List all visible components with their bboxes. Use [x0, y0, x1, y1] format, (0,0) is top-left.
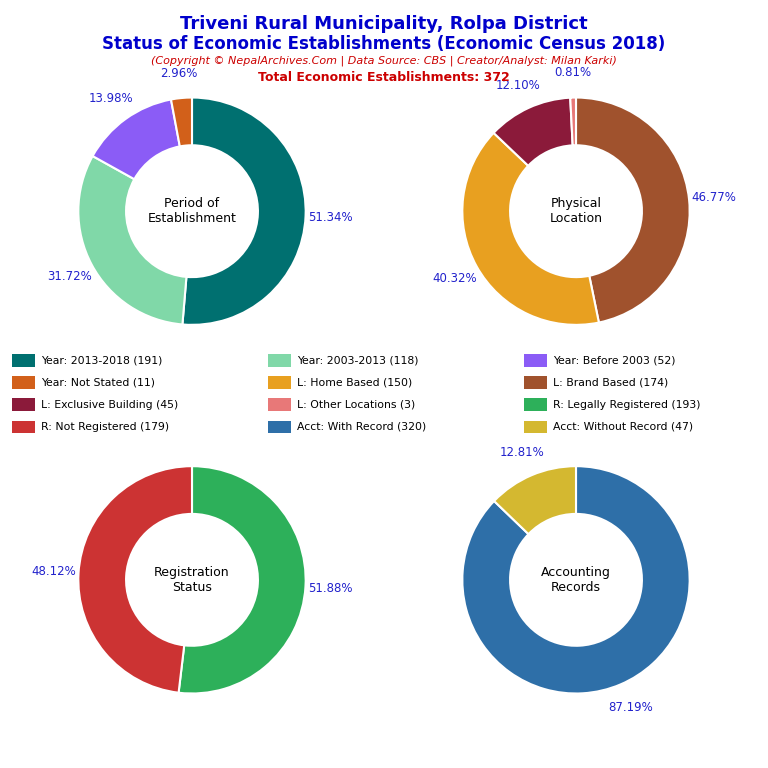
- FancyBboxPatch shape: [267, 399, 290, 411]
- Text: L: Home Based (150): L: Home Based (150): [296, 378, 412, 388]
- Text: Physical
Location: Physical Location: [549, 197, 603, 225]
- Wedge shape: [462, 133, 599, 325]
- Wedge shape: [171, 98, 192, 147]
- Text: Period of
Establishment: Period of Establishment: [147, 197, 237, 225]
- Text: (Copyright © NepalArchives.Com | Data Source: CBS | Creator/Analyst: Milan Karki: (Copyright © NepalArchives.Com | Data So…: [151, 55, 617, 66]
- FancyBboxPatch shape: [12, 354, 35, 366]
- Text: 13.98%: 13.98%: [88, 92, 133, 105]
- Text: 31.72%: 31.72%: [48, 270, 92, 283]
- Text: 51.34%: 51.34%: [308, 210, 353, 223]
- FancyBboxPatch shape: [524, 399, 547, 411]
- Text: Year: Not Stated (11): Year: Not Stated (11): [41, 378, 154, 388]
- Text: 51.88%: 51.88%: [308, 581, 353, 594]
- Text: Total Economic Establishments: 372: Total Economic Establishments: 372: [258, 71, 510, 84]
- Text: 12.10%: 12.10%: [495, 78, 541, 91]
- FancyBboxPatch shape: [12, 421, 35, 433]
- FancyBboxPatch shape: [12, 376, 35, 389]
- Text: L: Brand Based (174): L: Brand Based (174): [553, 378, 668, 388]
- FancyBboxPatch shape: [267, 354, 290, 366]
- Wedge shape: [78, 156, 187, 324]
- Text: L: Other Locations (3): L: Other Locations (3): [296, 399, 415, 409]
- Wedge shape: [494, 98, 573, 166]
- Text: 0.81%: 0.81%: [554, 66, 591, 79]
- FancyBboxPatch shape: [267, 421, 290, 433]
- FancyBboxPatch shape: [12, 399, 35, 411]
- Wedge shape: [494, 466, 576, 534]
- Wedge shape: [93, 100, 180, 179]
- Text: 87.19%: 87.19%: [608, 701, 653, 714]
- FancyBboxPatch shape: [524, 354, 547, 366]
- Text: R: Legally Registered (193): R: Legally Registered (193): [553, 399, 700, 409]
- Text: 48.12%: 48.12%: [31, 565, 76, 578]
- Text: Status of Economic Establishments (Economic Census 2018): Status of Economic Establishments (Econo…: [102, 35, 666, 52]
- Text: Acct: With Record (320): Acct: With Record (320): [296, 422, 426, 432]
- Text: Triveni Rural Municipality, Rolpa District: Triveni Rural Municipality, Rolpa Distri…: [180, 15, 588, 33]
- Text: Year: Before 2003 (52): Year: Before 2003 (52): [553, 356, 675, 366]
- FancyBboxPatch shape: [524, 376, 547, 389]
- Text: Year: 2013-2018 (191): Year: 2013-2018 (191): [41, 356, 162, 366]
- Text: Accounting
Records: Accounting Records: [541, 566, 611, 594]
- Wedge shape: [576, 98, 690, 323]
- Wedge shape: [183, 98, 306, 325]
- Wedge shape: [571, 98, 576, 145]
- Wedge shape: [78, 466, 192, 693]
- Text: Acct: Without Record (47): Acct: Without Record (47): [553, 422, 693, 432]
- FancyBboxPatch shape: [524, 421, 547, 433]
- Text: 2.96%: 2.96%: [161, 67, 198, 80]
- Wedge shape: [179, 466, 306, 694]
- Text: 40.32%: 40.32%: [432, 272, 477, 285]
- Text: R: Not Registered (179): R: Not Registered (179): [41, 422, 169, 432]
- Text: 46.77%: 46.77%: [691, 190, 737, 204]
- Text: L: Exclusive Building (45): L: Exclusive Building (45): [41, 399, 178, 409]
- Text: Year: 2003-2013 (118): Year: 2003-2013 (118): [296, 356, 419, 366]
- Text: 12.81%: 12.81%: [499, 445, 544, 458]
- Text: Registration
Status: Registration Status: [154, 566, 230, 594]
- FancyBboxPatch shape: [267, 376, 290, 389]
- Wedge shape: [462, 466, 690, 694]
